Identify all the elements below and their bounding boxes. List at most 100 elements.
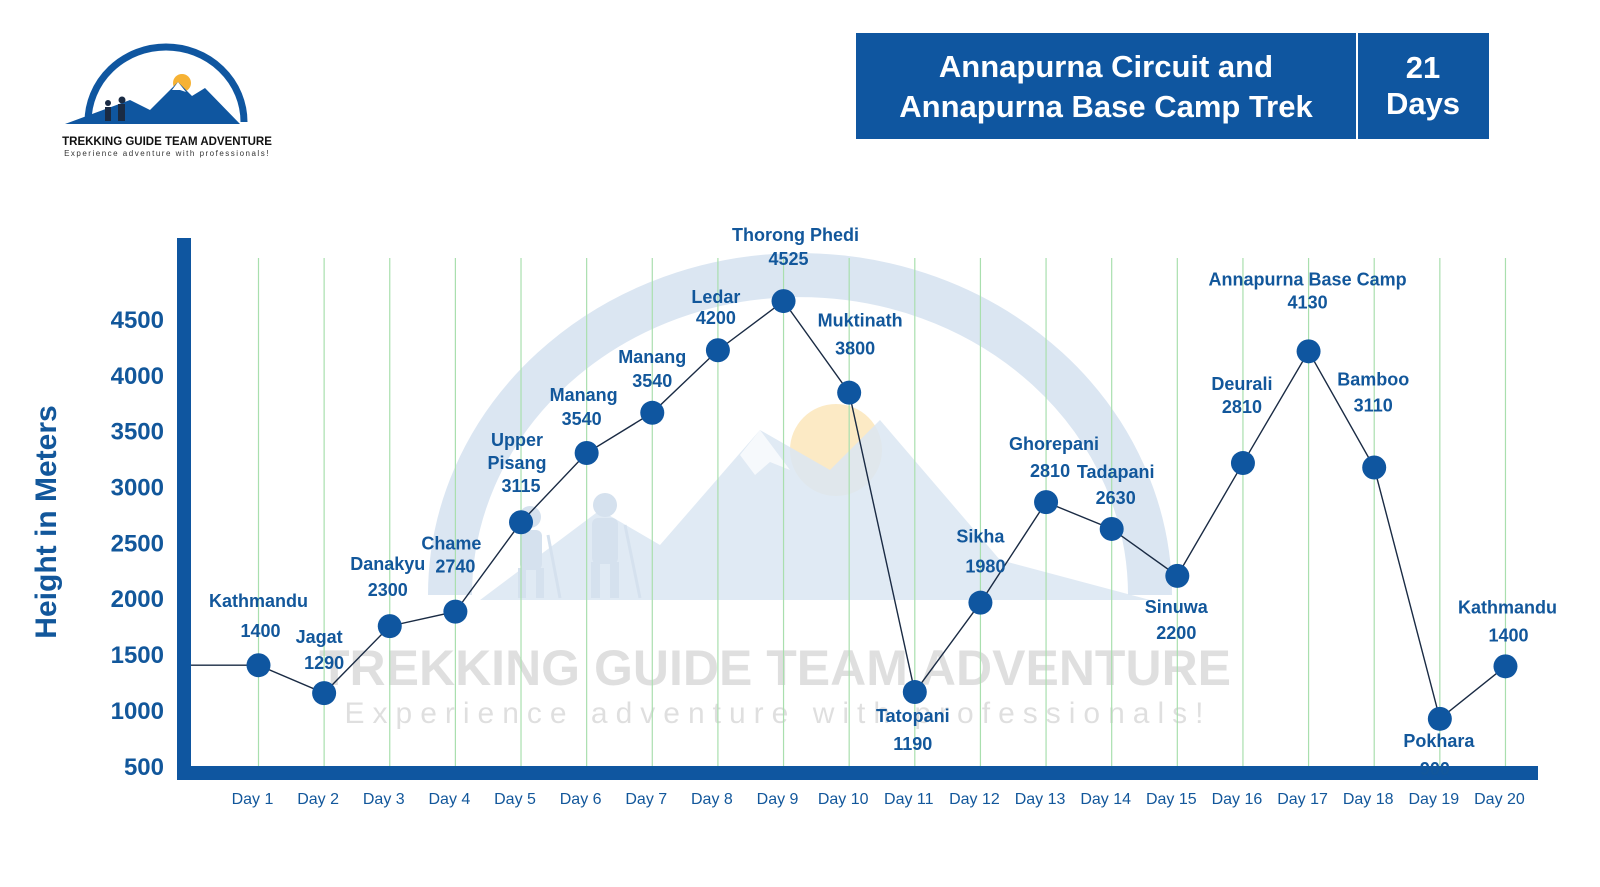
x-tick-label: Day 7 — [625, 791, 667, 808]
x-tick-label: Day 9 — [757, 791, 799, 808]
logo-arch — [84, 43, 248, 123]
y-tick-label: 2000 — [111, 586, 164, 613]
x-tick-label: Day 1 — [232, 791, 274, 808]
point-name-label: Kathmandu — [1458, 597, 1557, 617]
point-value-label: 1290 — [304, 653, 344, 673]
point-value-label: 3540 — [632, 371, 672, 391]
data-point — [837, 380, 862, 405]
data-point — [902, 680, 927, 705]
watermark: TREKKING GUIDE TEAM ADVENTURE Experience… — [319, 253, 1231, 730]
point-name-label: Ledar — [691, 287, 740, 307]
data-point — [443, 599, 468, 624]
point-value-label: 4130 — [1288, 292, 1328, 312]
point-value-label: 3800 — [835, 339, 875, 359]
watermark-name: TREKKING GUIDE TEAM ADVENTURE — [319, 640, 1231, 696]
point-name-label: Ghorepani — [1009, 434, 1099, 454]
x-tick-label: Day 17 — [1277, 791, 1328, 808]
x-tick-label: Day 11 — [884, 791, 934, 808]
point-value-label: 1190 — [893, 734, 932, 754]
title-line-2: Annapurna Base Camp Trek — [899, 89, 1313, 124]
x-tick-label: Day 5 — [494, 791, 536, 808]
duration-unit: Days — [1386, 86, 1460, 121]
point-value-label: 3540 — [562, 409, 602, 429]
data-point — [1493, 654, 1518, 679]
title-banner: Annapurna Circuit and Annapurna Base Cam… — [856, 33, 1489, 139]
point-name-label: Sikha — [956, 527, 1005, 547]
point-name-label: Deurali — [1211, 374, 1272, 394]
data-point — [1099, 516, 1124, 541]
point-value-label: 1400 — [1488, 625, 1528, 645]
y-tick-label: 4500 — [111, 307, 164, 334]
data-point — [509, 510, 534, 535]
data-point — [1296, 339, 1321, 364]
point-name-label: Sinuwa — [1145, 597, 1209, 617]
point-value-label: 4525 — [769, 249, 809, 269]
duration-box — [1358, 33, 1489, 139]
point-value-label: 900 — [1420, 759, 1450, 779]
point-value-label: 3110 — [1354, 396, 1393, 416]
title-box — [856, 33, 1356, 139]
point-value-label: 2810 — [1222, 397, 1262, 417]
point-value-label: 3115 — [501, 476, 540, 496]
data-point — [1034, 490, 1059, 515]
point-name-label: Manang — [550, 385, 618, 405]
x-tick-label: Day 12 — [949, 791, 1000, 808]
data-point — [968, 590, 993, 615]
x-tick-label: Day 3 — [363, 791, 405, 808]
point-value-label: 2200 — [1156, 623, 1196, 643]
point-name-label: Tatopani — [876, 706, 950, 726]
watermark-mountains — [480, 420, 1150, 600]
data-point — [640, 400, 665, 425]
brand-logo: TREKKING GUIDE TEAM ADVENTURE Experience… — [62, 43, 272, 158]
y-tick-label: 1500 — [111, 642, 164, 669]
point-name-label: Bamboo — [1337, 370, 1409, 390]
y-tick-label: 4000 — [111, 363, 164, 390]
y-tick-label: 2500 — [111, 530, 164, 557]
x-tick-label: Day 14 — [1080, 791, 1131, 808]
data-point — [574, 440, 599, 465]
x-tick-label: Day 4 — [428, 791, 470, 808]
logo-tagline: Experience adventure with professionals! — [64, 149, 270, 158]
logo-name: TREKKING GUIDE TEAM ADVENTURE — [62, 136, 272, 148]
logo-snow-icon — [172, 82, 186, 92]
axes — [177, 238, 1538, 780]
point-value-label: 1400 — [240, 621, 280, 641]
watermark-snow — [740, 430, 790, 475]
y-tick-label: 3000 — [111, 475, 164, 502]
point-name-label: Thorong Phedi — [732, 225, 859, 245]
point-value-label: 2630 — [1096, 488, 1136, 508]
watermark-tagline: Experience adventure with professionals! — [345, 697, 1212, 730]
point-value-label: 2810 — [1030, 461, 1070, 481]
x-tick-label: Day 2 — [297, 791, 339, 808]
x-tick-label: Day 6 — [560, 791, 602, 808]
y-axis-line — [177, 238, 191, 780]
x-tick-label: Day 10 — [818, 791, 869, 808]
y-axis-label: Height in Meters — [30, 405, 63, 638]
x-tick-label: Day 15 — [1146, 791, 1197, 808]
data-point — [312, 681, 337, 706]
point-value-label: 2300 — [368, 580, 408, 600]
x-axis-line — [177, 766, 1538, 780]
point-name-label: Pisang — [488, 453, 547, 473]
x-tick-label: Day 13 — [1015, 791, 1066, 808]
watermark-arch — [428, 253, 1172, 596]
duration-number: 21 — [1406, 50, 1440, 85]
x-tick-label: Day 20 — [1474, 791, 1525, 808]
data-point — [246, 653, 271, 678]
point-name-label: Annapurna Base Camp — [1209, 269, 1407, 289]
data-point — [705, 338, 730, 363]
y-tick-label: 500 — [124, 754, 164, 781]
point-name-label: Danakyu — [350, 554, 425, 574]
data-point — [771, 289, 796, 314]
data-point — [1230, 451, 1255, 476]
elevation-points — [246, 289, 1518, 731]
point-name-label: Muktinath — [818, 311, 903, 331]
point-name-label: Jagat — [296, 627, 343, 647]
point-name-label: Upper — [491, 430, 543, 450]
point-name-label: Kathmandu — [209, 591, 308, 611]
x-tick-label: Day 16 — [1212, 791, 1263, 808]
x-tick-labels: Day 1 Day 2 Day 3 Day 4 Day 5 Day 6 Day 7 Day 8… — [232, 791, 1525, 808]
point-name-label: Tadapani — [1077, 462, 1155, 482]
data-point — [1362, 455, 1387, 480]
